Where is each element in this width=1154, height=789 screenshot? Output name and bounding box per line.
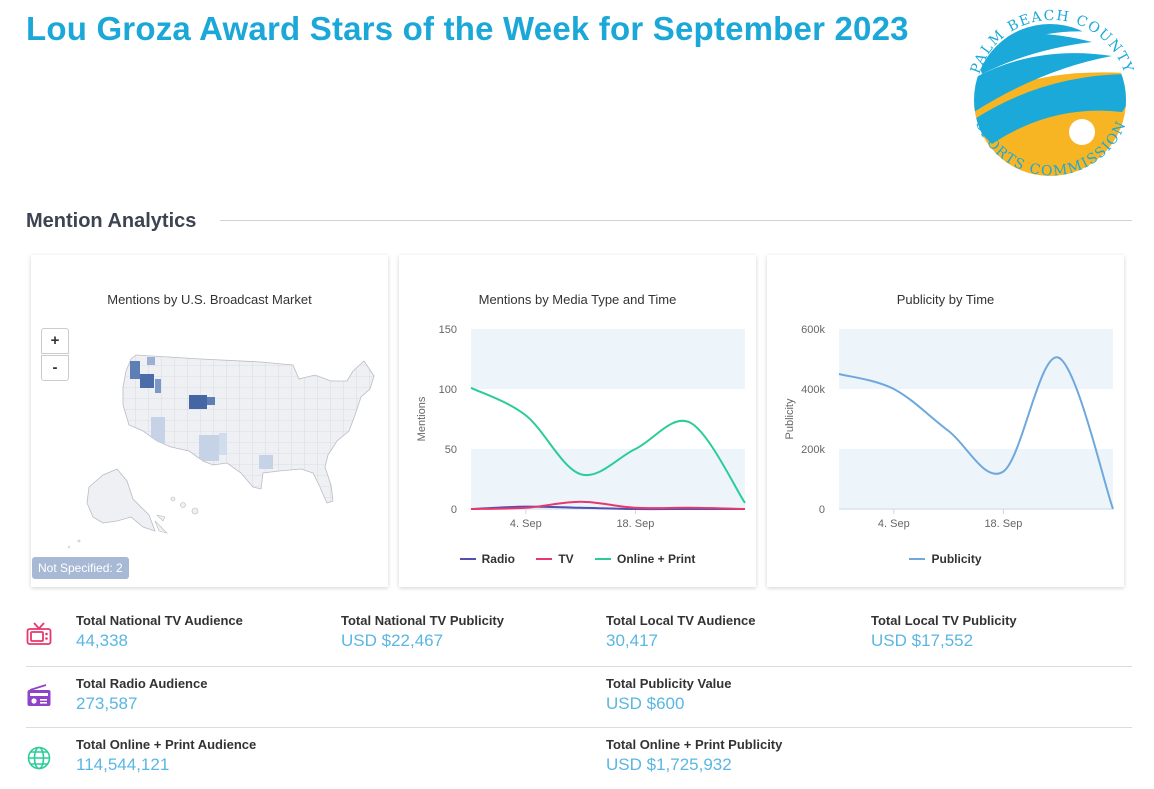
globe-icon (27, 746, 51, 770)
section-divider (220, 220, 1132, 221)
grid-band (839, 329, 1113, 389)
mention-analytics-header: Mention Analytics (26, 208, 1132, 236)
y-tick-label: 600k (801, 324, 825, 336)
y-tick-label: 100 (439, 384, 457, 396)
online-print-publicity: Total Online + Print Publicity USD $1,72… (606, 737, 783, 774)
y-tick-label: 200k (801, 444, 825, 456)
y-axis-title: Mentions (416, 396, 428, 441)
map-card-title: Mentions by U.S. Broadcast Market (107, 292, 312, 307)
y-tick-label: 400k (801, 384, 825, 396)
y-tick-label: 150 (439, 324, 457, 336)
y-axis-title: Publicity (784, 398, 796, 439)
series-line-online-print[interactable] (470, 386, 746, 504)
us-broadcast-market-map[interactable] (31, 255, 388, 587)
grid-band (471, 329, 745, 389)
mentions-line-chart[interactable]: 0 50 100 150 4. Sep 18. Sep Mentions (399, 255, 756, 587)
page-title: Lou Groza Award Stars of the Week for Se… (26, 10, 909, 47)
grid-band (839, 449, 1113, 509)
radio-icon (27, 684, 51, 706)
x-tick-label: 18. Sep (616, 518, 654, 530)
palm-beach-county-sports-commission-logo: PALM BEACH COUNTY SPORTS COMMISSION (968, 8, 1135, 180)
series-line-publicity[interactable] (838, 356, 1114, 510)
online-print-audience: Total Online + Print Audience 114,544,12… (76, 737, 257, 774)
national-tv-publicity: Total National TV Publicity USD $22,467 (341, 613, 504, 650)
series-line-radio[interactable] (470, 505, 745, 511)
y-tick-label: 0 (819, 504, 825, 516)
publicity-legend: Publicity (767, 549, 1124, 566)
online-print-totals-row: Total Online + Print Audience 114,544,12… (26, 727, 1132, 788)
mentions-chart-card: Mentions by Media Type and Time 0 50 100 15… (399, 255, 756, 587)
section-title: Mention Analytics (26, 210, 197, 232)
national-tv-audience: Total National TV Audience 44,338 (76, 613, 243, 650)
publicity-value: Total Publicity Value USD $600 (606, 676, 732, 713)
radio-totals-row: Total Radio Audience 273,587 Total Publi… (26, 666, 1132, 727)
y-tick-label: 0 (451, 504, 457, 516)
grid-band (471, 449, 745, 509)
radio-audience: Total Radio Audience 273,587 (76, 676, 208, 713)
publicity-line-chart[interactable]: 0 200k 400k 600k 4. Sep 18. Sep Publicity (767, 255, 1124, 587)
mentions-chart-title: Mentions by Media Type and Time (478, 292, 677, 307)
publicity-chart-card: Publicity by Time 0 200k 400k 600k 4. Sep 18.… (767, 255, 1124, 587)
tv-totals-row: Total National TV Audience 44,338 Total … (26, 605, 1132, 666)
y-tick-label: 50 (445, 444, 457, 456)
series-line-tv[interactable] (470, 500, 746, 510)
map-card: Mentions by U.S. Broadcast Market + - (31, 255, 388, 587)
local-tv-publicity: Total Local TV Publicity USD $17,552 (871, 613, 1017, 650)
legend-item-online-print[interactable]: Online + Print (595, 552, 695, 566)
x-tick-label: 4. Sep (878, 518, 910, 530)
local-tv-audience: Total Local TV Audience 30,417 (606, 613, 756, 650)
x-tick-label: 18. Sep (984, 518, 1022, 530)
publicity-chart-title: Publicity by Time (896, 292, 995, 307)
zoom-out-button[interactable]: - (41, 355, 69, 381)
zoom-in-button[interactable]: + (41, 328, 69, 354)
x-tick-label: 4. Sep (510, 518, 542, 530)
tv-icon (26, 622, 52, 645)
legend-item-tv[interactable]: TV (536, 552, 574, 566)
legend-item-publicity[interactable]: Publicity (909, 552, 982, 566)
legend-item-radio[interactable]: Radio (459, 552, 515, 566)
mentions-legend: Radio TV Online + Print (399, 549, 756, 566)
not-specified-badge: Not Specified: 2 (32, 557, 129, 579)
